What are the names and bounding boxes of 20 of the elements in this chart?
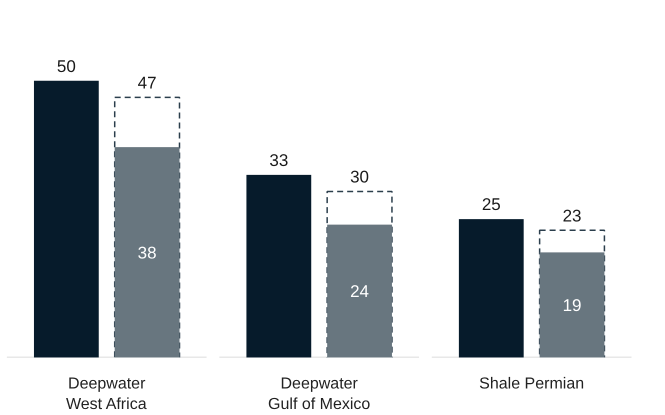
data-label: 25 bbox=[482, 195, 501, 214]
bar bbox=[327, 224, 392, 358]
x-tick-label: Shale Permian bbox=[479, 376, 584, 392]
x-tick-label: Deepwater West Africa bbox=[66, 376, 147, 413]
data-label: 47 bbox=[138, 73, 157, 92]
data-label: 30 bbox=[350, 168, 370, 187]
bar bbox=[540, 252, 604, 358]
bar bbox=[114, 96, 180, 358]
bar bbox=[246, 174, 312, 358]
bar bbox=[326, 190, 393, 358]
bar bbox=[458, 219, 524, 358]
x-tick-label: Deepwater Gulf of Mexico bbox=[268, 376, 370, 413]
bar bbox=[34, 80, 99, 358]
data-label: 19 bbox=[562, 296, 582, 315]
data-label: 38 bbox=[138, 243, 157, 262]
data-label: 50 bbox=[56, 56, 76, 76]
data-label: 23 bbox=[562, 206, 582, 226]
data-label: 24 bbox=[350, 282, 370, 302]
data-label: 33 bbox=[269, 150, 288, 170]
bar bbox=[114, 147, 180, 358]
